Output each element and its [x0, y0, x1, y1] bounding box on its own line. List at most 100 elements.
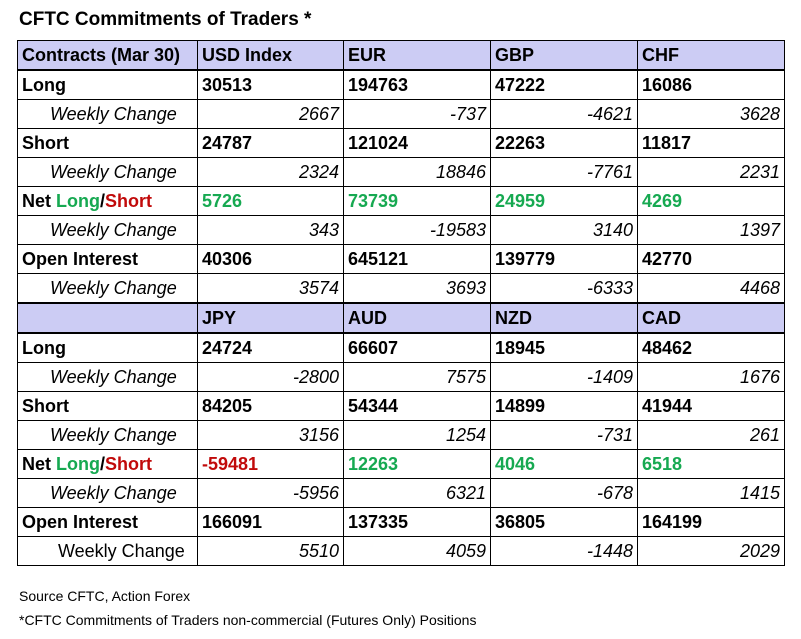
page-title: CFTC Commitments of Traders *	[19, 9, 312, 30]
change-cell: -737	[343, 99, 491, 129]
value-cell: 18945	[490, 332, 638, 363]
change-cell: -1448	[490, 536, 638, 566]
source-note: Source CFTC, Action Forex	[19, 588, 191, 604]
open-interest-row: Open Interest 166091 137335 36805 164199	[17, 507, 785, 537]
header-blank	[17, 302, 198, 334]
net-value-cell: 6518	[637, 449, 785, 479]
weekly-change-row: Weekly Change 3156 1254 -731 261	[17, 420, 785, 450]
change-cell: -731	[490, 420, 638, 450]
net-short-label: Short	[105, 191, 153, 211]
row-label: Open Interest	[17, 244, 198, 274]
change-cell: -6333	[490, 273, 638, 304]
net-prefix: Net	[22, 191, 57, 211]
long-row: Long 30513 194763 47222 16086	[17, 69, 785, 100]
header-aud: AUD	[343, 302, 491, 334]
change-cell: 1676	[637, 362, 785, 392]
net-row: Net Long/Short -59481 12263 4046 6518	[17, 449, 785, 479]
weekly-change-row: Weekly Change 2324 18846 -7761 2231	[17, 157, 785, 187]
weekly-change-row: Weekly Change 2667 -737 -4621 3628	[17, 99, 785, 129]
row-label: Net Long/Short	[17, 186, 198, 216]
net-slash: /	[100, 454, 106, 474]
header-row: JPY AUD NZD CAD	[17, 302, 785, 334]
change-cell: -678	[490, 478, 638, 508]
value-cell: 48462	[637, 332, 785, 363]
change-cell: 6321	[343, 478, 491, 508]
net-value-cell: 4046	[490, 449, 638, 479]
net-value-cell: 12263	[343, 449, 491, 479]
value-cell: 54344	[343, 391, 491, 421]
weekly-change-row: Weekly Change -2800 7575 -1409 1676	[17, 362, 785, 392]
net-value-cell: -59481	[197, 449, 344, 479]
change-cell: -7761	[490, 157, 638, 187]
row-label: Weekly Change	[17, 536, 198, 566]
weekly-change-row: Weekly Change 3574 3693 -6333 4468	[17, 273, 785, 304]
row-label: Long	[17, 69, 198, 100]
row-label: Weekly Change	[17, 215, 198, 245]
change-cell: 1415	[637, 478, 785, 508]
value-cell: 24787	[197, 128, 344, 158]
change-cell: 7575	[343, 362, 491, 392]
change-cell: -19583	[343, 215, 491, 245]
change-cell: 1254	[343, 420, 491, 450]
weekly-change-row: Weekly Change 343 -19583 3140 1397	[17, 215, 785, 245]
change-cell: 343	[197, 215, 344, 245]
net-long-label: Long	[56, 191, 100, 211]
value-cell: 84205	[197, 391, 344, 421]
change-cell: 4468	[637, 273, 785, 304]
value-cell: 40306	[197, 244, 344, 274]
header-row: Contracts (Mar 30) USD Index EUR GBP CHF	[17, 40, 785, 71]
row-label: Weekly Change	[17, 99, 198, 129]
change-cell: 2231	[637, 157, 785, 187]
change-cell: 3693	[343, 273, 491, 304]
change-cell: -2800	[197, 362, 344, 392]
value-cell: 645121	[343, 244, 491, 274]
change-cell: 2029	[637, 536, 785, 566]
row-label: Open Interest	[17, 507, 198, 537]
value-cell: 139779	[490, 244, 638, 274]
change-cell: 4059	[343, 536, 491, 566]
net-prefix: Net	[22, 454, 57, 474]
value-cell: 41944	[637, 391, 785, 421]
net-value-cell: 73739	[343, 186, 491, 216]
net-value-cell: 4269	[637, 186, 785, 216]
value-cell: 16086	[637, 69, 785, 100]
change-cell: -5956	[197, 478, 344, 508]
header-jpy: JPY	[197, 302, 344, 334]
value-cell: 24724	[197, 332, 344, 363]
header-gbp: GBP	[490, 40, 638, 71]
value-cell: 30513	[197, 69, 344, 100]
value-cell: 194763	[343, 69, 491, 100]
value-cell: 36805	[490, 507, 638, 537]
short-row: Short 24787 121024 22263 11817	[17, 128, 785, 158]
value-cell: 14899	[490, 391, 638, 421]
row-label: Short	[17, 128, 198, 158]
header-cad: CAD	[637, 302, 785, 334]
change-cell: 2667	[197, 99, 344, 129]
value-cell: 22263	[490, 128, 638, 158]
net-value-cell: 5726	[197, 186, 344, 216]
change-cell: 18846	[343, 157, 491, 187]
value-cell: 164199	[637, 507, 785, 537]
short-row: Short 84205 54344 14899 41944	[17, 391, 785, 421]
net-slash: /	[100, 191, 106, 211]
value-cell: 11817	[637, 128, 785, 158]
header-chf: CHF	[637, 40, 785, 71]
change-cell: 3140	[490, 215, 638, 245]
weekly-change-row: Weekly Change 5510 4059 -1448 2029	[17, 536, 785, 566]
header-contracts: Contracts (Mar 30)	[17, 40, 198, 71]
cot-table: Contracts (Mar 30) USD Index EUR GBP CHF…	[17, 40, 785, 566]
change-cell: 261	[637, 420, 785, 450]
value-cell: 121024	[343, 128, 491, 158]
value-cell: 47222	[490, 69, 638, 100]
value-cell: 137335	[343, 507, 491, 537]
header-usd-index: USD Index	[197, 40, 344, 71]
change-cell: 3628	[637, 99, 785, 129]
row-label: Long	[17, 332, 198, 363]
change-cell: -4621	[490, 99, 638, 129]
net-long-label: Long	[56, 454, 100, 474]
net-value-cell: 24959	[490, 186, 638, 216]
row-label: Weekly Change	[17, 362, 198, 392]
row-label: Weekly Change	[17, 273, 198, 304]
long-row: Long 24724 66607 18945 48462	[17, 332, 785, 363]
change-cell: 2324	[197, 157, 344, 187]
